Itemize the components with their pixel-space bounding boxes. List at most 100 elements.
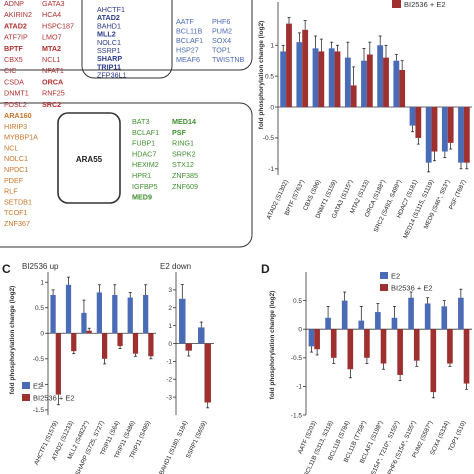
gene-label-blue: BCLAF1 <box>176 36 203 45</box>
y-tick-label: -2 <box>166 377 172 384</box>
gene-label-green: HDAC7 <box>132 149 156 158</box>
gene-label-red: DNMT1 <box>4 89 29 98</box>
bar-e2 <box>424 303 431 330</box>
gene-label-red: NCL1 <box>42 55 60 64</box>
y-tick-label: -1.5 <box>291 412 303 419</box>
bar-e2 <box>112 294 118 334</box>
bar-bi2536-e2 <box>55 333 61 395</box>
gene-label-green: FUBP1 <box>132 139 155 148</box>
gene-label-blue: HSP27 <box>176 46 199 55</box>
bar-bi2536-e2 <box>380 329 387 364</box>
gene-label-blue: MEAF6 <box>176 55 200 64</box>
panel-c-letter: C <box>2 262 11 276</box>
gene-label-green: PSF <box>172 128 187 137</box>
y-tick-label: -1 <box>268 166 274 173</box>
gene-label-blue: TWISTNB <box>212 55 245 64</box>
bar-e2 <box>312 48 319 108</box>
category-label: SSRP1 (S659) <box>185 420 208 460</box>
gene-label-red: SRC2 <box>42 100 61 109</box>
panel-c-chart: C fold phosphorylation change (log2) 1 0.… <box>2 262 214 474</box>
panel-d-chart: D fold phosphorylation change (log2) 0.5… <box>261 262 472 474</box>
bar-bi2536-e2 <box>413 329 420 361</box>
bar-e2 <box>50 294 56 334</box>
bar-bi2536-e2 <box>364 329 370 358</box>
bar-bi2536-e2 <box>314 329 320 350</box>
gene-label-green: ZNF609 <box>172 182 198 191</box>
gene-label-blue: PUM2 <box>212 27 232 36</box>
category-label: BAHD1 (S180, S184) <box>158 420 189 474</box>
gene-label-red: RNF25 <box>42 89 65 98</box>
y-tick-label: 1 <box>270 43 274 50</box>
bar-e2 <box>179 298 186 344</box>
y-tick-label: -0.5 <box>263 135 275 142</box>
y-tick-label: 0 <box>168 341 172 348</box>
gene-label-red: ADNP <box>4 0 24 8</box>
y-tick-label: -1 <box>38 382 44 389</box>
gene-label-navy: MLL2 <box>97 30 116 39</box>
gene-label-orange: SETDB1 <box>4 197 32 206</box>
gene-venn-panel: ADNP AKIRIN2 ATAD2 ATF7IP BPTF CBX5 CIC CSDA DNM… <box>0 0 253 271</box>
bar-bi2536-e2 <box>383 57 389 108</box>
gene-label-navy: ATAD2 <box>97 13 120 22</box>
bar-e2 <box>425 107 432 163</box>
gene-label-red: CBX5 <box>4 55 23 64</box>
gene-label-navy: NOLC1 <box>97 38 121 47</box>
bar-bi2536-e2 <box>463 107 470 163</box>
gene-label-navy: AHCTF1 <box>97 5 125 14</box>
bar-bi2536-e2 <box>347 329 354 370</box>
bar-e2 <box>341 300 348 330</box>
legend-c-e2-label: E2 <box>33 382 42 391</box>
panel-b-chart: fold phosphorylation change (log2) 1 0.5 0… <box>258 0 472 240</box>
bar-bi2536-e2 <box>399 69 406 108</box>
bar-bi2536-e2 <box>204 343 211 403</box>
y-tick-label: -1 <box>296 384 302 391</box>
gene-label-red: HSPC187 <box>42 21 74 30</box>
panel-d-ylabel: fold phosphorylation change (log2) <box>269 291 276 400</box>
y-tick-label: 0.5 <box>293 298 302 305</box>
bar-bi2536-e2 <box>302 29 309 108</box>
gene-label-orange: NPDC1 <box>4 165 28 174</box>
gene-label-blue: TOP1 <box>212 46 231 55</box>
bar-e2 <box>127 297 133 334</box>
gene-label-green: HPR1 <box>132 171 151 180</box>
y-tick-label: 0.5 <box>265 73 274 80</box>
bar-bi2536-e2 <box>350 85 357 108</box>
gene-label-orange: PDEF <box>4 176 24 185</box>
legend-b-swatch <box>392 0 401 8</box>
gene-label-red: ATF7IP <box>4 33 28 42</box>
bar-bi2536-e2 <box>86 330 92 334</box>
legend-d-e2-swatch <box>380 272 388 279</box>
bar-bi2536-e2 <box>447 329 453 364</box>
y-tick-label: -1.5 <box>33 407 45 414</box>
legend-c-e2-swatch <box>22 382 30 389</box>
y-tick-label: 2 <box>168 305 172 312</box>
gene-label-blue: BCL11B <box>176 27 202 36</box>
gene-label-blue: AATF <box>176 17 194 26</box>
venn-label-up: BI2536 up <box>22 262 59 271</box>
gene-label-green: HEXIM2 <box>132 160 159 169</box>
gene-label-navy: SHARP <box>97 54 122 63</box>
gene-label-green: BAT3 <box>132 117 149 126</box>
venn-box-navy <box>81 0 173 79</box>
legend-d-combo-swatch <box>380 284 388 291</box>
gene-label-center: ARA55 <box>76 155 103 164</box>
gene-label-green: IGFBP5 <box>132 182 158 191</box>
panel-c-ylabel: fold phosphorylation change (log2) <box>9 286 16 395</box>
legend-b-label: BI2536 + E2 <box>404 0 446 9</box>
venn-box-bottom <box>0 102 253 248</box>
venn-label-down: E2 down <box>160 262 191 271</box>
gene-label-green: SRPK2 <box>172 149 196 158</box>
bar-bi2536-e2 <box>415 107 422 138</box>
panel-d-letter: D <box>261 262 270 276</box>
gene-label-red: CIC <box>4 66 16 75</box>
bar-e2 <box>308 329 315 347</box>
y-tick-label: 1 <box>168 323 172 330</box>
bar-bi2536-e2 <box>430 329 437 393</box>
bar-bi2536-e2 <box>397 329 403 375</box>
y-tick-label: 0 <box>270 104 274 111</box>
legend-c-combo-label: BI2536 + E2 <box>33 394 75 403</box>
gene-label-orange: NCL <box>4 143 18 152</box>
gene-label-navy: BAHD1 <box>97 21 121 30</box>
y-tick-label: 0 <box>298 327 302 334</box>
gene-label-navy: SSRP1 <box>97 46 121 55</box>
